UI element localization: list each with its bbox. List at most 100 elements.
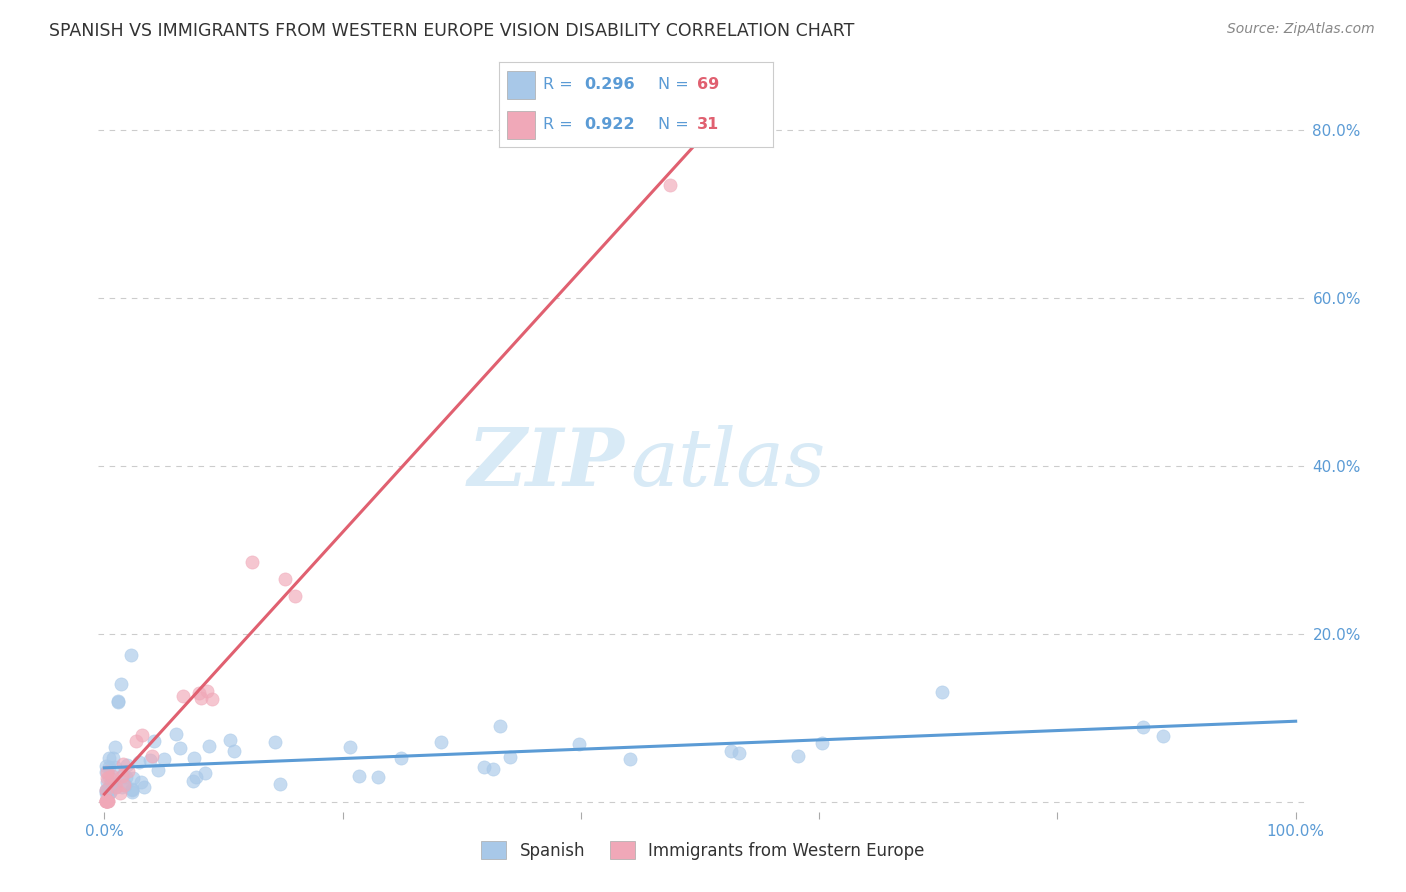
- Point: [121, 785, 143, 799]
- Point: [114, 778, 136, 792]
- Point: [264, 735, 287, 749]
- Text: SPANISH VS IMMIGRANTS FROM WESTERN EUROPE VISION DISABILITY CORRELATION CHART: SPANISH VS IMMIGRANTS FROM WESTERN EUROP…: [49, 22, 855, 40]
- Point: [169, 741, 191, 756]
- Point: [201, 692, 224, 706]
- Text: 31: 31: [696, 117, 718, 132]
- Point: [125, 733, 148, 747]
- Point: [568, 737, 591, 751]
- Point: [94, 783, 117, 797]
- Point: [103, 751, 125, 765]
- Bar: [508, 111, 534, 139]
- Point: [100, 769, 122, 783]
- Point: [728, 747, 751, 761]
- Point: [194, 766, 217, 780]
- Point: [97, 784, 120, 798]
- Point: [96, 794, 118, 808]
- Point: [120, 648, 142, 662]
- Point: [165, 727, 187, 741]
- Point: [96, 775, 118, 789]
- Point: [367, 770, 389, 784]
- Point: [219, 733, 242, 747]
- Point: [94, 794, 117, 808]
- Point: [94, 794, 117, 808]
- Text: Source: ZipAtlas.com: Source: ZipAtlas.com: [1227, 22, 1375, 37]
- Point: [96, 794, 118, 808]
- Point: [96, 764, 118, 779]
- Point: [172, 690, 194, 704]
- Point: [222, 744, 245, 758]
- Point: [197, 739, 219, 754]
- Point: [931, 685, 953, 699]
- Point: [100, 778, 122, 792]
- Point: [112, 778, 135, 792]
- Point: [98, 750, 121, 764]
- Text: ZIP: ZIP: [468, 425, 624, 502]
- Point: [96, 771, 118, 785]
- Point: [117, 764, 139, 778]
- Text: 69: 69: [696, 78, 718, 93]
- Bar: [508, 71, 534, 99]
- Legend: Spanish, Immigrants from Western Europe: Spanish, Immigrants from Western Europe: [475, 835, 931, 866]
- Point: [619, 752, 641, 766]
- Point: [659, 178, 682, 192]
- Point: [94, 783, 117, 797]
- Point: [107, 695, 129, 709]
- Point: [811, 736, 834, 750]
- Point: [131, 729, 153, 743]
- Text: R =: R =: [543, 117, 578, 132]
- Point: [104, 759, 127, 773]
- Text: N =: N =: [658, 78, 695, 93]
- Point: [389, 750, 412, 764]
- Point: [141, 749, 163, 764]
- Point: [129, 775, 152, 789]
- Point: [97, 794, 120, 808]
- Point: [97, 770, 120, 784]
- Point: [104, 777, 127, 791]
- Point: [1132, 720, 1154, 734]
- Point: [349, 769, 371, 783]
- Point: [121, 772, 143, 786]
- Point: [188, 686, 211, 700]
- Point: [499, 750, 522, 764]
- Point: [111, 768, 134, 782]
- Point: [98, 760, 121, 774]
- Point: [121, 783, 143, 797]
- Text: N =: N =: [658, 117, 695, 132]
- Point: [195, 684, 218, 698]
- Point: [111, 780, 134, 794]
- Point: [482, 762, 505, 776]
- Point: [111, 769, 134, 783]
- Point: [269, 777, 291, 791]
- Point: [100, 777, 122, 791]
- Point: [94, 782, 117, 797]
- Point: [112, 756, 135, 771]
- Text: R =: R =: [543, 78, 578, 93]
- Point: [97, 783, 120, 797]
- Point: [115, 757, 138, 772]
- Point: [274, 572, 297, 586]
- Point: [488, 719, 510, 733]
- Point: [786, 749, 808, 764]
- Point: [139, 753, 162, 767]
- Point: [472, 759, 495, 773]
- Point: [94, 786, 117, 800]
- Point: [184, 770, 207, 784]
- Point: [98, 785, 121, 799]
- Point: [183, 751, 205, 765]
- Point: [146, 763, 169, 777]
- Point: [720, 744, 742, 758]
- Point: [104, 739, 127, 754]
- Point: [142, 734, 165, 748]
- Point: [121, 782, 143, 797]
- Point: [105, 780, 128, 794]
- Point: [339, 739, 361, 754]
- Point: [100, 772, 122, 786]
- Point: [97, 794, 120, 808]
- Point: [98, 784, 121, 798]
- Text: 0.922: 0.922: [583, 117, 634, 132]
- Point: [104, 780, 127, 794]
- Point: [115, 770, 138, 784]
- Point: [96, 758, 118, 772]
- Point: [430, 735, 453, 749]
- Point: [128, 755, 150, 769]
